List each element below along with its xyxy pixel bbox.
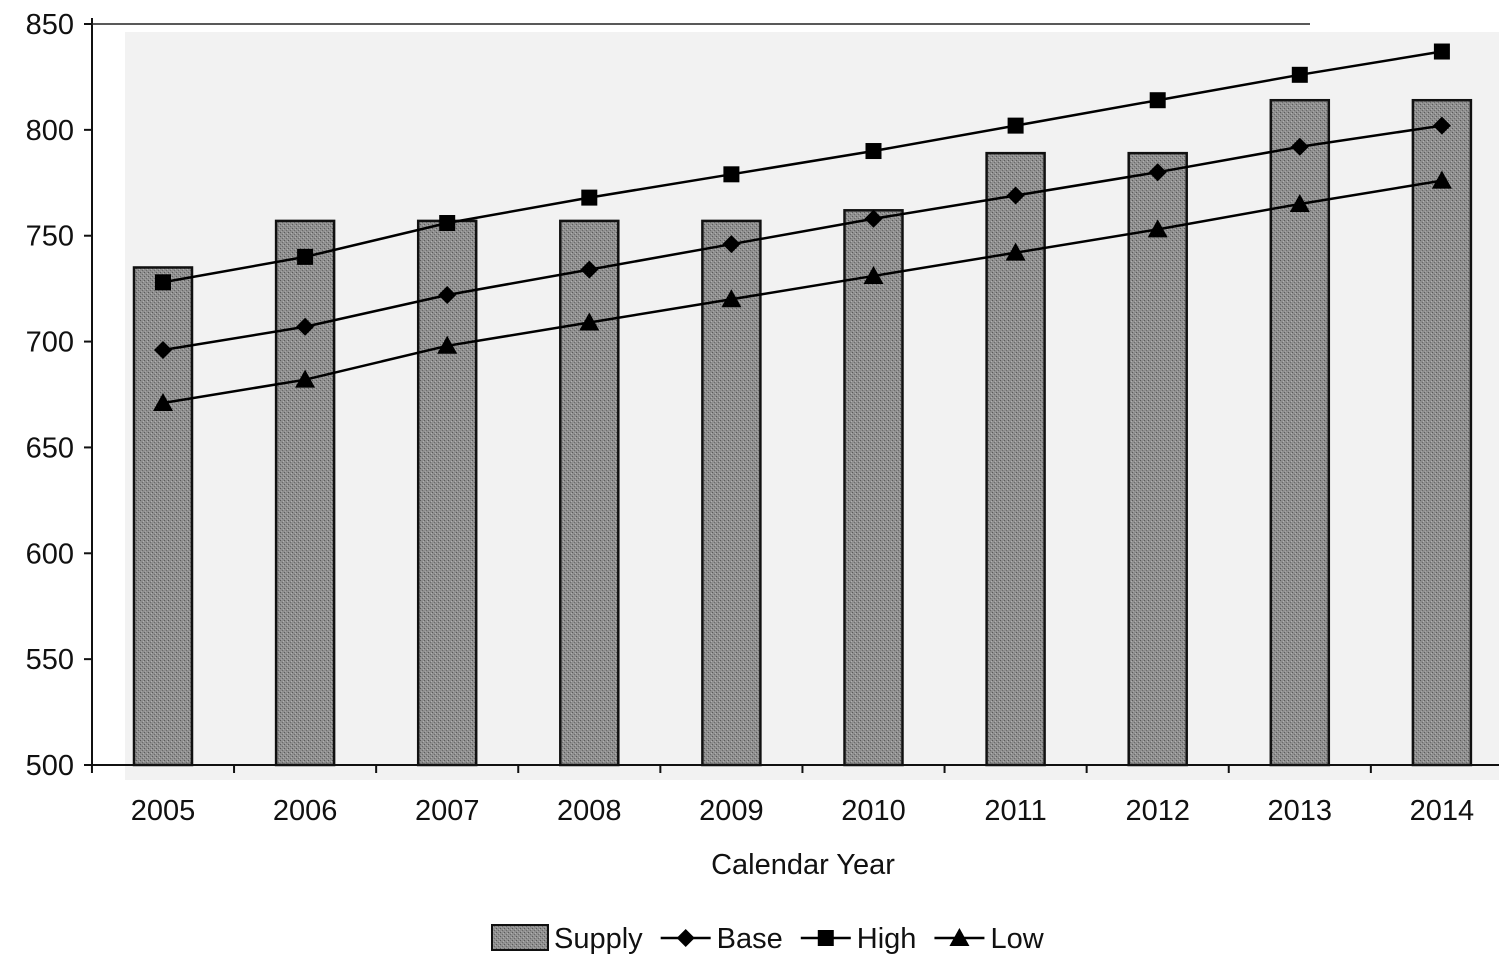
axes-layer: [84, 18, 1499, 773]
point-base-2012: [1148, 163, 1167, 182]
point-low-2010: [863, 265, 884, 284]
line-base: [162, 124, 1443, 352]
x-tick-label-2014: 2014: [1410, 795, 1475, 827]
y-tick-label-500: 500: [26, 750, 74, 782]
legend-label-low: Low: [990, 923, 1044, 955]
point-high-2009: [723, 166, 740, 183]
x-tick-label-2011: 2011: [984, 795, 1046, 827]
point-base-2009: [722, 235, 741, 254]
x-tick-label-2010: 2010: [841, 795, 906, 827]
point-base-2006: [296, 317, 315, 336]
legend-label-high: High: [857, 923, 917, 955]
bar-supply-2007: [416, 219, 478, 767]
labels-layer: 500 550 600 650 700 750 800 850 2005 2006 2007 2008…: [26, 9, 1475, 827]
point-base-2007: [438, 285, 457, 304]
legend-marker-low: [949, 928, 970, 946]
point-low-2009: [721, 289, 742, 308]
y-tick-label-800: 800: [26, 115, 74, 147]
bar-supply-2008: [559, 219, 620, 767]
point-base-2013: [1290, 137, 1309, 156]
point-base-2014: [1432, 116, 1451, 135]
line-high: [162, 50, 1443, 284]
x-tick-label-2007: 2007: [415, 795, 480, 827]
point-base-2008: [580, 260, 599, 279]
point-high-2006: [297, 248, 314, 265]
x-tick-label-2008: 2008: [557, 795, 622, 827]
x-tick-label-2012: 2012: [1125, 795, 1190, 827]
bar-supply-2012: [1127, 151, 1188, 767]
y-tick-label-600: 600: [26, 538, 74, 570]
point-high-2005: [155, 274, 171, 291]
point-high-2010: [865, 143, 882, 160]
point-base-2011: [1006, 186, 1025, 205]
point-base-2010: [864, 209, 883, 228]
y-tick-label-850: 850: [26, 9, 74, 41]
point-base-2005: [154, 341, 172, 360]
point-low-2014: [1431, 170, 1452, 189]
point-low-2006: [295, 369, 316, 388]
x-tick-label-2005: 2005: [131, 795, 196, 827]
legend-marker-high: [817, 930, 834, 946]
point-high-2007: [439, 215, 456, 232]
legend-swatch-supply: [491, 924, 549, 951]
x-tick-label-2013: 2013: [1268, 795, 1333, 827]
legend-marker-base: [676, 929, 695, 947]
legend-label-base: Base: [717, 923, 783, 955]
point-high-2011: [1007, 117, 1024, 134]
point-low-2011: [1005, 242, 1026, 261]
point-high-2008: [581, 189, 598, 206]
bar-supply-2010: [843, 209, 904, 767]
point-low-2008: [579, 312, 600, 331]
point-low-2012: [1147, 219, 1168, 238]
y-tick-label-650: 650: [26, 432, 74, 464]
y-tick-label-700: 700: [26, 327, 74, 359]
bar-supply-2006: [274, 219, 336, 767]
x-axis-title: Calendar Year: [711, 849, 895, 881]
lines-layer: [153, 43, 1452, 411]
point-high-2012: [1149, 92, 1166, 109]
x-tick-label-2006: 2006: [273, 795, 338, 827]
y-tick-label-550: 550: [26, 644, 74, 676]
legend: Supply Base High Low: [491, 923, 1045, 955]
bar-supply-2014: [1411, 98, 1473, 767]
line-low: [162, 179, 1443, 405]
point-low-2005: [153, 392, 173, 411]
x-tick-label-2009: 2009: [699, 795, 764, 827]
y-tick-label-750: 750: [26, 221, 74, 253]
point-high-2014: [1433, 43, 1450, 60]
point-low-2007: [437, 335, 458, 354]
legend-label-supply: Supply: [554, 923, 643, 955]
point-high-2013: [1291, 66, 1308, 83]
point-low-2013: [1289, 193, 1310, 212]
